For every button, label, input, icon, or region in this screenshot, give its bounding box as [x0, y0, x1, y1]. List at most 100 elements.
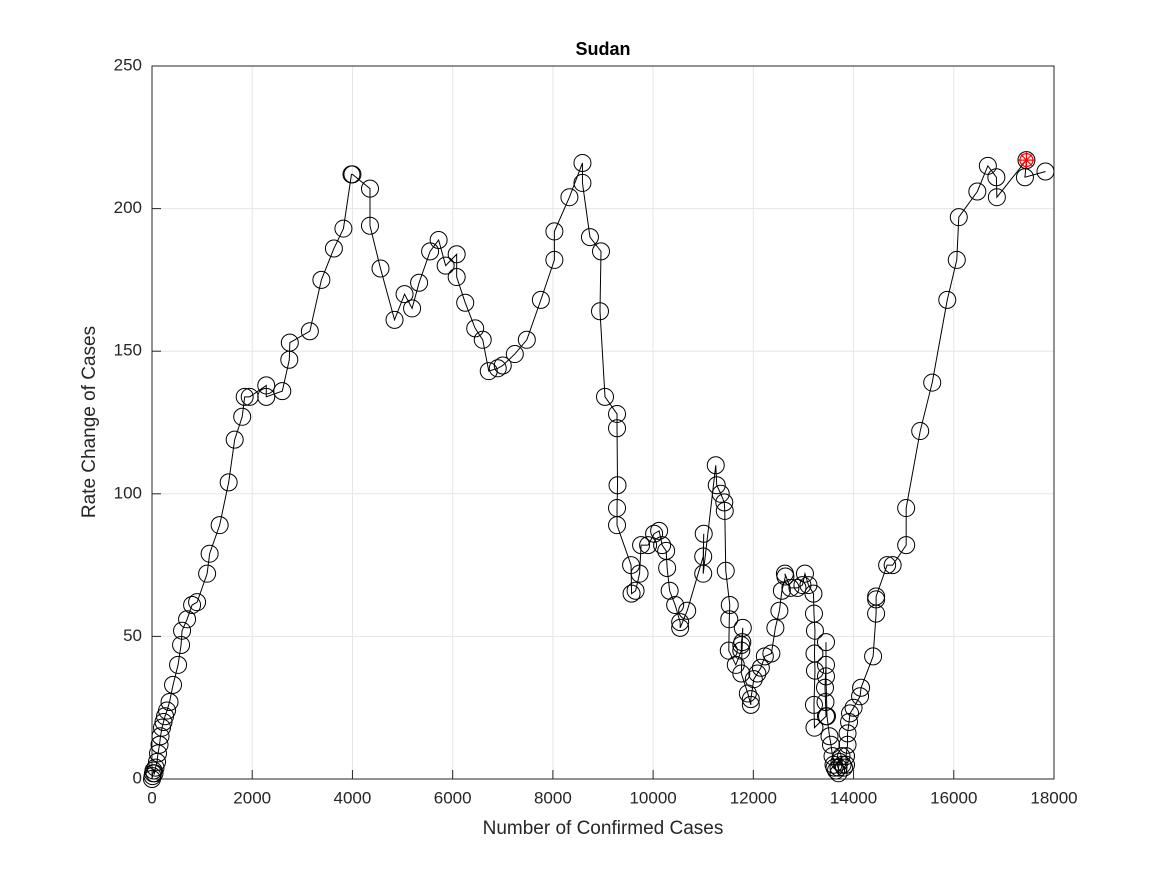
- data-point: [816, 667, 835, 686]
- data-point: [144, 761, 163, 780]
- data-point: [923, 373, 942, 392]
- x-tick-label: 4000: [334, 788, 372, 807]
- data-point: [816, 692, 835, 711]
- data-point: [1036, 162, 1055, 181]
- y-tick-label: 200: [114, 198, 142, 217]
- data-point: [883, 556, 902, 575]
- data-point: [517, 330, 536, 349]
- data-point: [720, 596, 739, 615]
- data-point: [820, 727, 839, 746]
- data-point: [838, 735, 857, 754]
- data-point: [395, 285, 414, 304]
- data-point: [608, 404, 627, 423]
- data-point: [716, 561, 735, 580]
- x-axis-label: Number of Confirmed Cases: [483, 818, 724, 839]
- data-point: [762, 644, 781, 663]
- data-point: [751, 658, 770, 677]
- data-point: [741, 690, 760, 709]
- data-point: [456, 293, 475, 312]
- data-point: [748, 664, 767, 683]
- data-point: [947, 250, 966, 269]
- data-point: [835, 758, 854, 777]
- data-point: [864, 647, 883, 666]
- data-point: [840, 712, 859, 731]
- data-point: [183, 596, 202, 615]
- data-point: [715, 493, 734, 512]
- data-point: [726, 655, 745, 674]
- data-point: [911, 422, 930, 441]
- data-point: [878, 556, 897, 575]
- data-point: [210, 516, 229, 535]
- x-tick-label: 12000: [730, 788, 777, 807]
- data-point: [560, 188, 579, 207]
- x-tick-label: 0: [147, 788, 156, 807]
- data-point: [805, 718, 824, 737]
- data-point: [938, 290, 957, 309]
- data-point: [343, 165, 362, 184]
- y-tick-label: 100: [114, 483, 142, 502]
- data-point: [837, 755, 856, 774]
- data-point: [198, 564, 217, 583]
- data-point: [720, 610, 739, 629]
- data-point: [987, 168, 1006, 187]
- data-point: [573, 153, 592, 172]
- data-point: [775, 564, 794, 583]
- data-point: [660, 581, 679, 600]
- data-point: [154, 712, 173, 731]
- data-point: [493, 356, 512, 375]
- data-point: [178, 610, 197, 629]
- data-point: [280, 333, 299, 352]
- data-point: [658, 558, 677, 577]
- marker-part: [1020, 154, 1033, 167]
- data-point: [596, 387, 615, 406]
- data-point: [815, 678, 834, 697]
- data-point: [410, 273, 429, 292]
- data-point: [545, 250, 564, 269]
- data-point: [622, 584, 641, 603]
- data-point: [804, 695, 823, 714]
- data-point: [733, 633, 752, 652]
- data-point: [188, 593, 207, 612]
- data-point: [360, 216, 379, 235]
- data-point: [706, 456, 725, 475]
- y-tick-label: 250: [114, 55, 142, 74]
- data-point: [219, 473, 238, 492]
- data-point: [805, 621, 824, 640]
- data-point: [488, 359, 507, 378]
- data-point: [770, 601, 789, 620]
- data-point: [639, 536, 658, 555]
- data-point: [257, 387, 276, 406]
- data-point: [844, 698, 863, 717]
- data-point: [200, 544, 219, 563]
- data-point: [715, 501, 734, 520]
- data-point: [591, 242, 610, 261]
- data-point: [711, 484, 730, 503]
- data-point: [403, 299, 422, 318]
- data-point: [608, 516, 627, 535]
- y-tick-label: 0: [133, 768, 142, 787]
- data-point: [158, 701, 177, 720]
- data-point: [766, 618, 785, 637]
- x-tick-label: 16000: [930, 788, 977, 807]
- data-point: [827, 761, 846, 780]
- data-point: [733, 618, 752, 637]
- plot-frame: [151, 65, 1055, 780]
- data-point: [816, 633, 835, 652]
- data-point: [817, 707, 836, 726]
- chart-title: Sudan: [575, 39, 630, 59]
- data-point: [505, 345, 524, 364]
- data-point: [151, 727, 170, 746]
- y-tick-label: 50: [123, 626, 142, 645]
- data-point: [671, 613, 690, 632]
- data-point: [816, 655, 835, 674]
- data-point: [732, 641, 751, 660]
- data-point: [473, 330, 492, 349]
- data-point: [949, 208, 968, 227]
- data-point: [897, 499, 916, 518]
- data-point: [531, 290, 550, 309]
- data-point: [360, 179, 379, 198]
- data-point: [825, 758, 844, 777]
- y-axis-label: Rate Change of Cases: [79, 326, 100, 518]
- data-point: [447, 245, 466, 264]
